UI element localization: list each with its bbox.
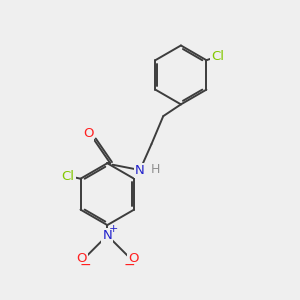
Text: N: N <box>102 229 112 242</box>
Text: −: − <box>80 258 91 272</box>
Text: H: H <box>151 163 160 176</box>
Text: O: O <box>128 252 139 265</box>
Text: −: − <box>124 258 135 272</box>
Text: O: O <box>83 127 93 140</box>
Text: N: N <box>135 164 145 177</box>
Text: O: O <box>76 252 87 265</box>
Text: +: + <box>109 224 118 234</box>
Text: Cl: Cl <box>62 170 75 183</box>
Text: Cl: Cl <box>211 50 224 63</box>
